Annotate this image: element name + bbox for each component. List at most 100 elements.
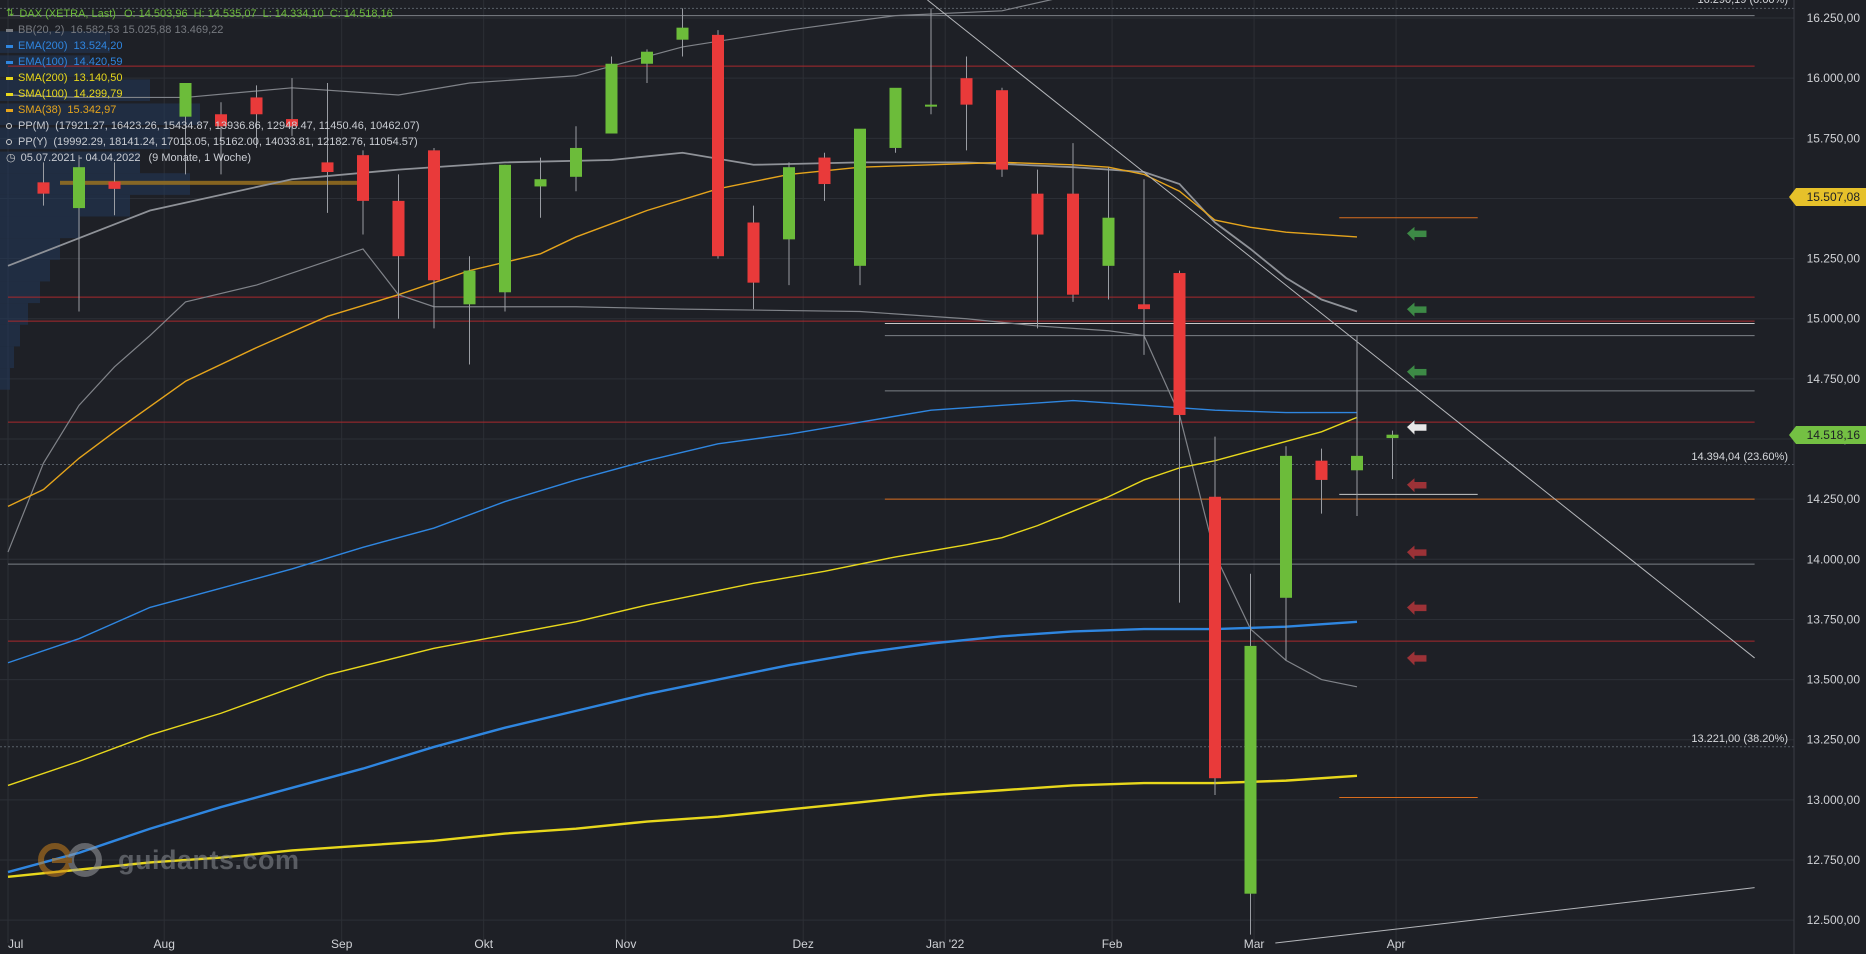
- y-tick-label: 14.750,00: [1807, 372, 1861, 386]
- candle-body: [534, 179, 547, 187]
- volume-profile-bar: [0, 31, 110, 53]
- candle-body: [641, 51, 653, 64]
- pivot-values: (17921.27, 16423.26, 15434.87, 13936.86,…: [55, 120, 420, 132]
- candle-body: [73, 167, 85, 209]
- guidants-logo-mark: [38, 840, 106, 880]
- candle-body: [747, 222, 760, 283]
- volume-profile-bar: [0, 151, 140, 174]
- candle-body: [108, 181, 121, 189]
- x-tick-label: Aug: [154, 937, 175, 951]
- x-tick-label: Sep: [331, 937, 353, 951]
- close-value: C: 14.518,16: [329, 8, 393, 20]
- candle-body: [605, 63, 618, 134]
- candle-body: [428, 150, 440, 281]
- y-tick-label: 12.500,00: [1807, 913, 1861, 927]
- indicator-swatch: [6, 44, 13, 48]
- instrument-title: DAX (XETRA, Last): [19, 8, 116, 20]
- candle-body: [1067, 193, 1079, 295]
- candle-body: [889, 87, 902, 148]
- indicator-swatch: [6, 28, 13, 32]
- instrument-row: ⇅ DAX (XETRA, Last) O: 14.503,96 H: 14.5…: [6, 6, 420, 22]
- x-tick-label: Apr: [1387, 937, 1406, 951]
- candle-body: [1315, 460, 1328, 480]
- volume-profile-bar: [0, 368, 10, 390]
- y-tick-label: 12.750,00: [1807, 853, 1861, 867]
- guidants-logo: guidants.com: [38, 840, 300, 880]
- indicator-name: BB(20, 2): [18, 24, 65, 36]
- indicator-name: EMA(100): [18, 56, 68, 68]
- chart-legend: ⇅ DAX (XETRA, Last) O: 14.503,96 H: 14.5…: [6, 6, 420, 166]
- period-range: 05.07.2021 - 04.04.2022: [20, 152, 141, 164]
- indicator-values: 15.342,97: [67, 104, 117, 116]
- volume-profile-bar: [0, 216, 80, 239]
- candle-body: [1351, 455, 1363, 471]
- x-tick-label: Jul: [8, 937, 23, 951]
- indicator-values: 14.420,59: [73, 56, 123, 68]
- pivot-values: (19992.29, 18141.24, 17013.05, 15162.00,…: [53, 136, 418, 148]
- series-line-bb_lower: [7, 248, 1358, 688]
- y-tick-label: 13.750,00: [1807, 612, 1861, 626]
- series-line-bb_mid: [7, 151, 1358, 313]
- volume-profile-bar: [0, 281, 40, 304]
- pivot-name: PP(Y): [18, 136, 48, 148]
- indicator-row[interactable]: SMA(200) 13.140,50: [6, 70, 420, 86]
- pivot-circle-icon: [6, 123, 12, 129]
- candle-body: [499, 164, 511, 293]
- candle-body: [37, 182, 50, 194]
- candle-body: [570, 147, 582, 177]
- fib-level-label: 13.221,00 (38.20%): [1691, 732, 1788, 745]
- candle-body: [1280, 455, 1292, 598]
- y-tick-label: 15.000,00: [1807, 312, 1861, 326]
- candle-body: [818, 157, 831, 185]
- candle-body: [854, 128, 866, 266]
- volume-profile-bar: [0, 238, 60, 260]
- candle-type-icon[interactable]: ⇅: [6, 8, 15, 19]
- volume-profile-bar: [0, 303, 28, 325]
- candle-body: [392, 200, 405, 257]
- series-line-ema200: [7, 620, 1358, 874]
- indicator-name: SMA(38): [18, 104, 62, 116]
- series-line-ema100: [7, 399, 1357, 664]
- pivot-name: PP(M): [18, 120, 50, 132]
- clock-icon: ◷: [6, 152, 16, 164]
- candle-body: [783, 167, 795, 240]
- series-line-sma38: [7, 161, 1358, 508]
- volume-profile-bar: [0, 324, 20, 347]
- candle-body: [463, 270, 476, 305]
- y-tick-label: 15.750,00: [1807, 131, 1861, 145]
- indicator-values: 13.140,50: [73, 72, 123, 84]
- watermark-text: guidants.com: [118, 844, 300, 875]
- indicator-row[interactable]: SMA(38) 15.342,97: [6, 102, 420, 118]
- indicator-row[interactable]: BB(20, 2) 16.582,53 15.025,88 13.469,22: [6, 22, 420, 38]
- indicator-row[interactable]: EMA(200) 13.524,20: [6, 38, 420, 54]
- candle-body: [250, 97, 263, 115]
- candle-body: [215, 114, 227, 127]
- volume-profile-bar: [0, 346, 14, 369]
- indicator-swatch: [6, 108, 13, 112]
- signal-arrow-icon: [1406, 419, 1427, 436]
- indicator-row[interactable]: SMA(100) 14.299,79: [6, 86, 420, 102]
- candle-body: [1102, 217, 1115, 266]
- indicator-name: SMA(100): [18, 88, 68, 100]
- series-line-sma100: [7, 416, 1358, 787]
- pivot-row[interactable]: PP(Y) (19992.29, 18141.24, 17013.05, 1516…: [6, 134, 420, 150]
- candle-body: [321, 162, 334, 173]
- indicator-row[interactable]: EMA(100) 14.420,59: [6, 54, 420, 70]
- y-tick-label: 13.250,00: [1807, 733, 1861, 747]
- candle-body: [1031, 193, 1044, 235]
- series-line-bb_upper: [7, 0, 1053, 99]
- volume-profile-bar: [0, 103, 200, 126]
- price-badge-notch: [1789, 187, 1796, 206]
- indicator-swatch: [6, 60, 13, 64]
- candle-body: [286, 119, 298, 127]
- x-tick-label: Nov: [615, 937, 636, 951]
- fib-level-label: 14.394,04 (23.60%): [1691, 450, 1788, 463]
- low-value: L: 14.334,10: [262, 8, 324, 20]
- indicator-values: 14.299,79: [73, 88, 123, 100]
- pivot-row[interactable]: PP(M) (17921.27, 16423.26, 15434.87, 1393…: [6, 118, 420, 134]
- series-line-sma200: [7, 774, 1358, 879]
- x-tick-label: Mar: [1244, 937, 1265, 951]
- volume-profile-bar: [0, 259, 50, 282]
